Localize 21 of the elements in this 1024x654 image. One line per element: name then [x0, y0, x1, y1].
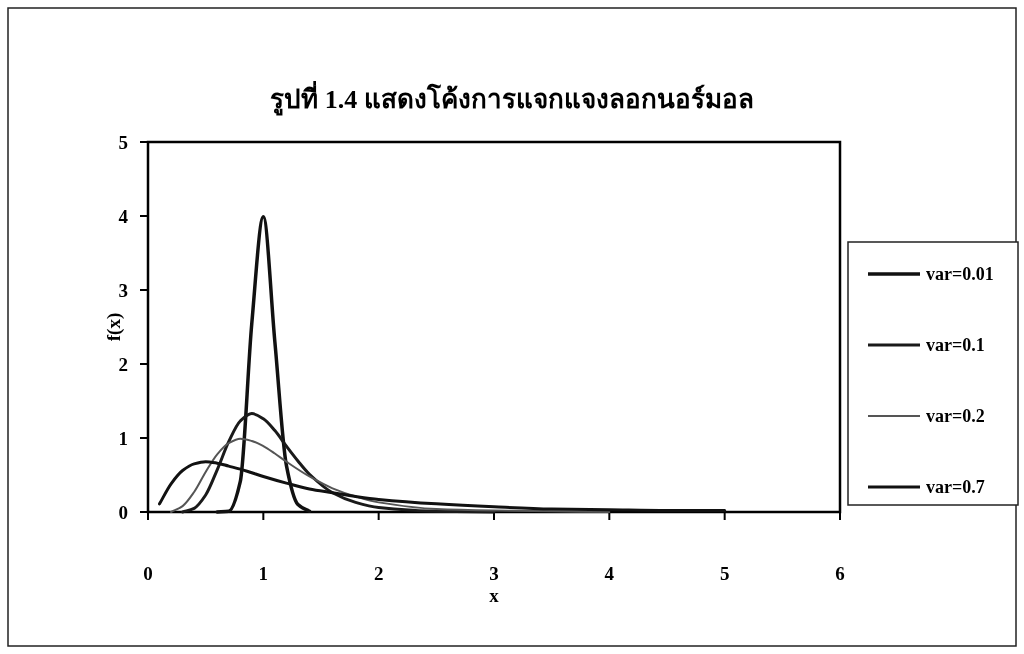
legend-label: var=0.01	[926, 264, 994, 284]
x-tick-label: 2	[373, 563, 384, 584]
legend-label: var=0.1	[926, 335, 985, 355]
y-tick-label: 5	[118, 132, 128, 153]
x-tick-label: 1	[258, 563, 269, 584]
chart-title: รูปที่ 1.4 แสดงโค้งการแจกแจงลอกนอร์มอล	[270, 80, 754, 116]
legend-label: var=0.7	[926, 477, 985, 497]
x-tick-label: 6	[835, 563, 845, 584]
x-tick-label: 5	[719, 563, 730, 584]
x-axis-title: x	[489, 585, 500, 606]
x-tick-label: 4	[604, 563, 615, 584]
y-tick-label: 2	[118, 354, 128, 375]
y-tick-label: 1	[118, 428, 128, 449]
x-tick-label: 3	[489, 563, 499, 584]
y-tick-label: 0	[118, 502, 128, 523]
line-series	[170, 437, 611, 513]
y-axis-title: f(x)	[103, 312, 125, 342]
x-tick-label: 0	[143, 563, 153, 584]
y-tick-label: 3	[118, 280, 128, 301]
y-tick-label: 4	[118, 206, 129, 227]
legend-label: var=0.2	[926, 406, 985, 426]
